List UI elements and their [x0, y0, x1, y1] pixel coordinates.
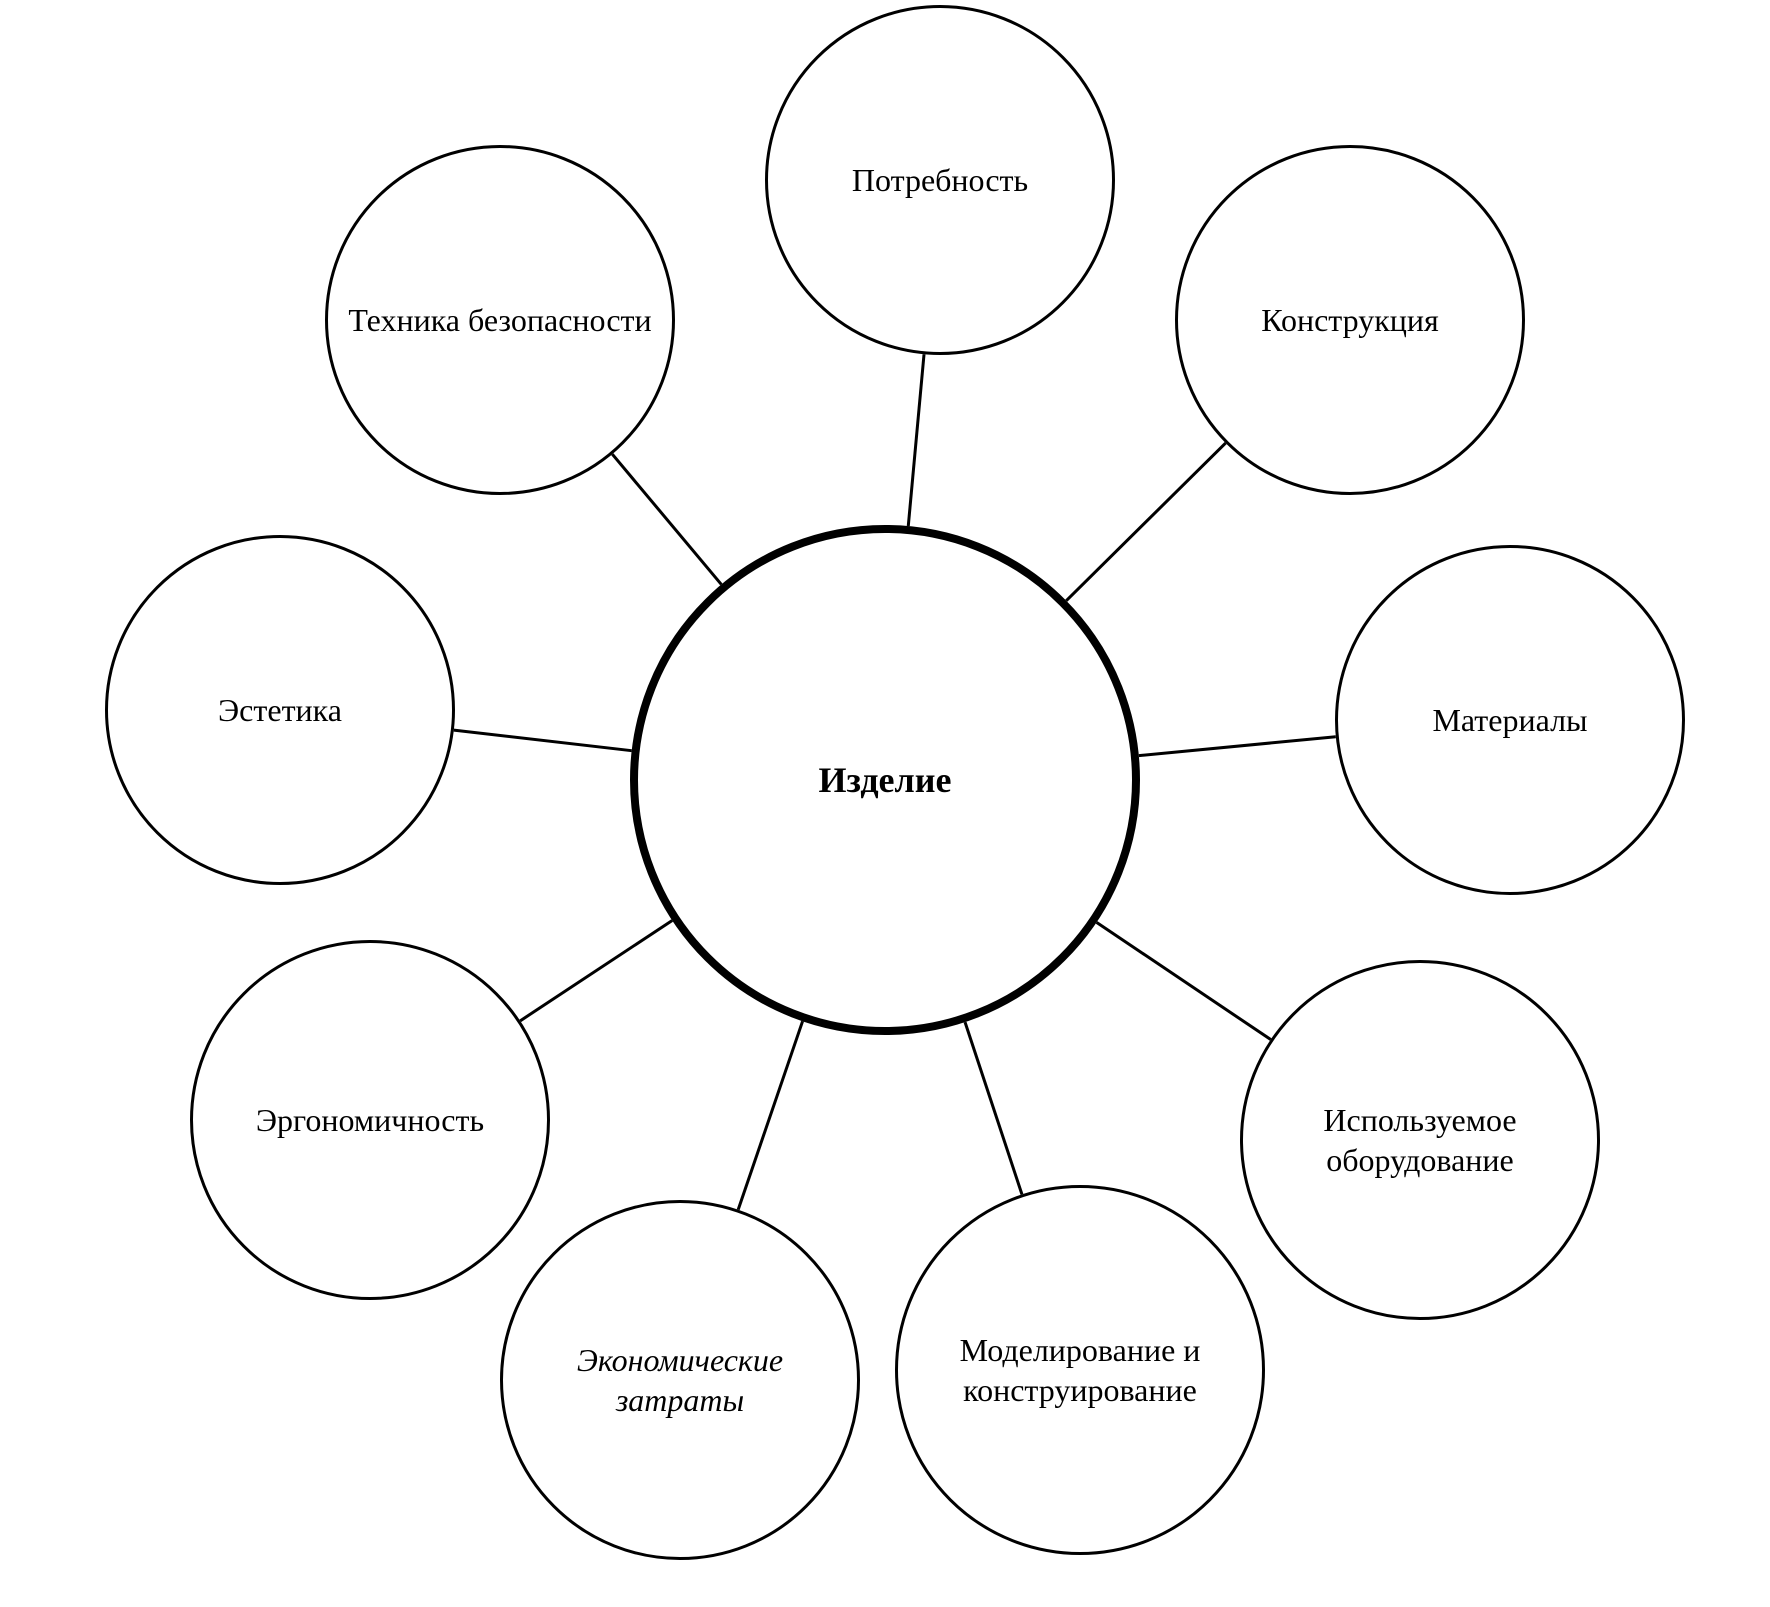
node-label: Эргономичность: [256, 1100, 484, 1140]
node-ergonomics: Эргономичность: [190, 940, 550, 1300]
node-label: Потребность: [852, 160, 1028, 200]
diagram-stage: Изделие Потребность Конструкция Материал…: [0, 0, 1770, 1607]
connector-line: [1097, 922, 1271, 1039]
node-label: Материалы: [1432, 700, 1587, 740]
node-label: Эстетика: [218, 690, 342, 730]
connector-line: [738, 1021, 802, 1209]
connector-line: [965, 1022, 1022, 1194]
connector-line: [1066, 443, 1225, 601]
node-need: Потребность: [765, 5, 1115, 355]
center-node: Изделие: [630, 525, 1140, 1035]
connector-line: [454, 730, 632, 751]
connector-line: [612, 454, 721, 584]
node-label: Экономические затраты: [521, 1340, 839, 1420]
node-aesthetics: Эстетика: [105, 535, 455, 885]
connector-line: [1139, 737, 1336, 756]
center-node-label: Изделие: [819, 758, 952, 803]
node-safety: Техника безопасности: [325, 145, 675, 495]
connector-line: [908, 354, 924, 526]
node-materials: Материалы: [1335, 545, 1685, 895]
node-label: Техника безопасности: [348, 300, 651, 340]
node-modeling: Моделирование и конструирование: [895, 1185, 1265, 1555]
node-construction: Конструкция: [1175, 145, 1525, 495]
node-economics: Экономические затраты: [500, 1200, 860, 1560]
node-label: Используемое оборудование: [1261, 1100, 1579, 1180]
node-label: Конструкция: [1261, 300, 1439, 340]
node-label: Моделирование и конструирование: [916, 1330, 1244, 1410]
node-equipment: Используемое оборудование: [1240, 960, 1600, 1320]
connector-line: [520, 920, 672, 1020]
